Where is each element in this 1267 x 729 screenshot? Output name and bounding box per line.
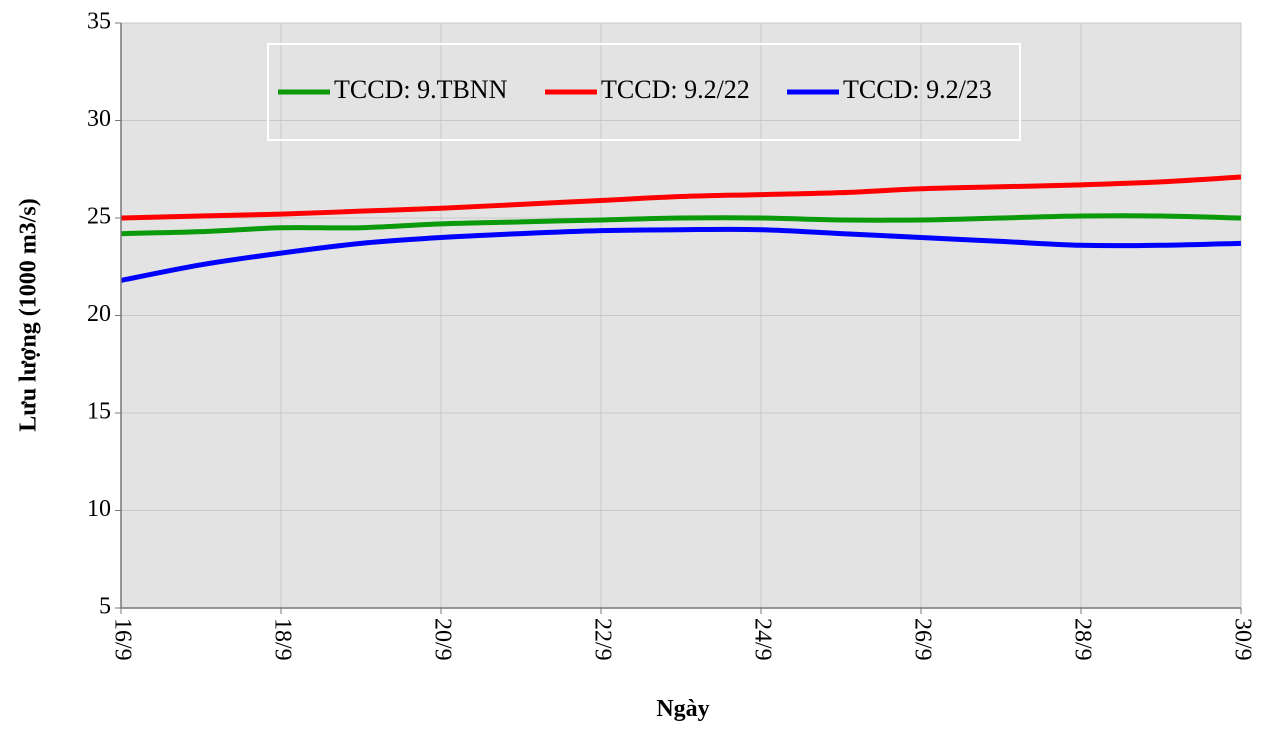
x-tick-label: 24/9 [749, 618, 775, 661]
x-tick-label: 16/9 [109, 618, 135, 661]
y-tick-label: 10 [87, 496, 111, 522]
legend-label: TCCD: 9.TBNN [334, 75, 508, 104]
series-line [120, 174, 1242, 221]
x-tick-label: 18/9 [269, 618, 295, 661]
y-tick-label: 25 [87, 204, 111, 230]
y-tick-label: 30 [87, 106, 111, 132]
series-line [120, 213, 1242, 237]
y-tick-label: 35 [87, 9, 111, 35]
legend-box [267, 43, 1021, 141]
legend-label: TCCD: 9.2/22 [601, 75, 750, 104]
y-tick-label: 20 [87, 301, 111, 327]
legend-label: TCCD: 9.2/23 [843, 75, 992, 104]
x-axis-title: Ngày [656, 696, 709, 722]
y-tick-label: 5 [99, 594, 111, 620]
series-line [120, 226, 1242, 283]
y-axis-title: Lưu lượng (1000 m3/s) [16, 198, 42, 431]
x-tick-label: 26/9 [909, 618, 935, 661]
x-tick-label: 20/9 [429, 618, 455, 661]
y-tick-label: 15 [87, 399, 111, 425]
x-tick-label: 30/9 [1229, 618, 1255, 661]
x-tick-label: 28/9 [1069, 618, 1095, 661]
x-tick-label: 22/9 [589, 618, 615, 661]
